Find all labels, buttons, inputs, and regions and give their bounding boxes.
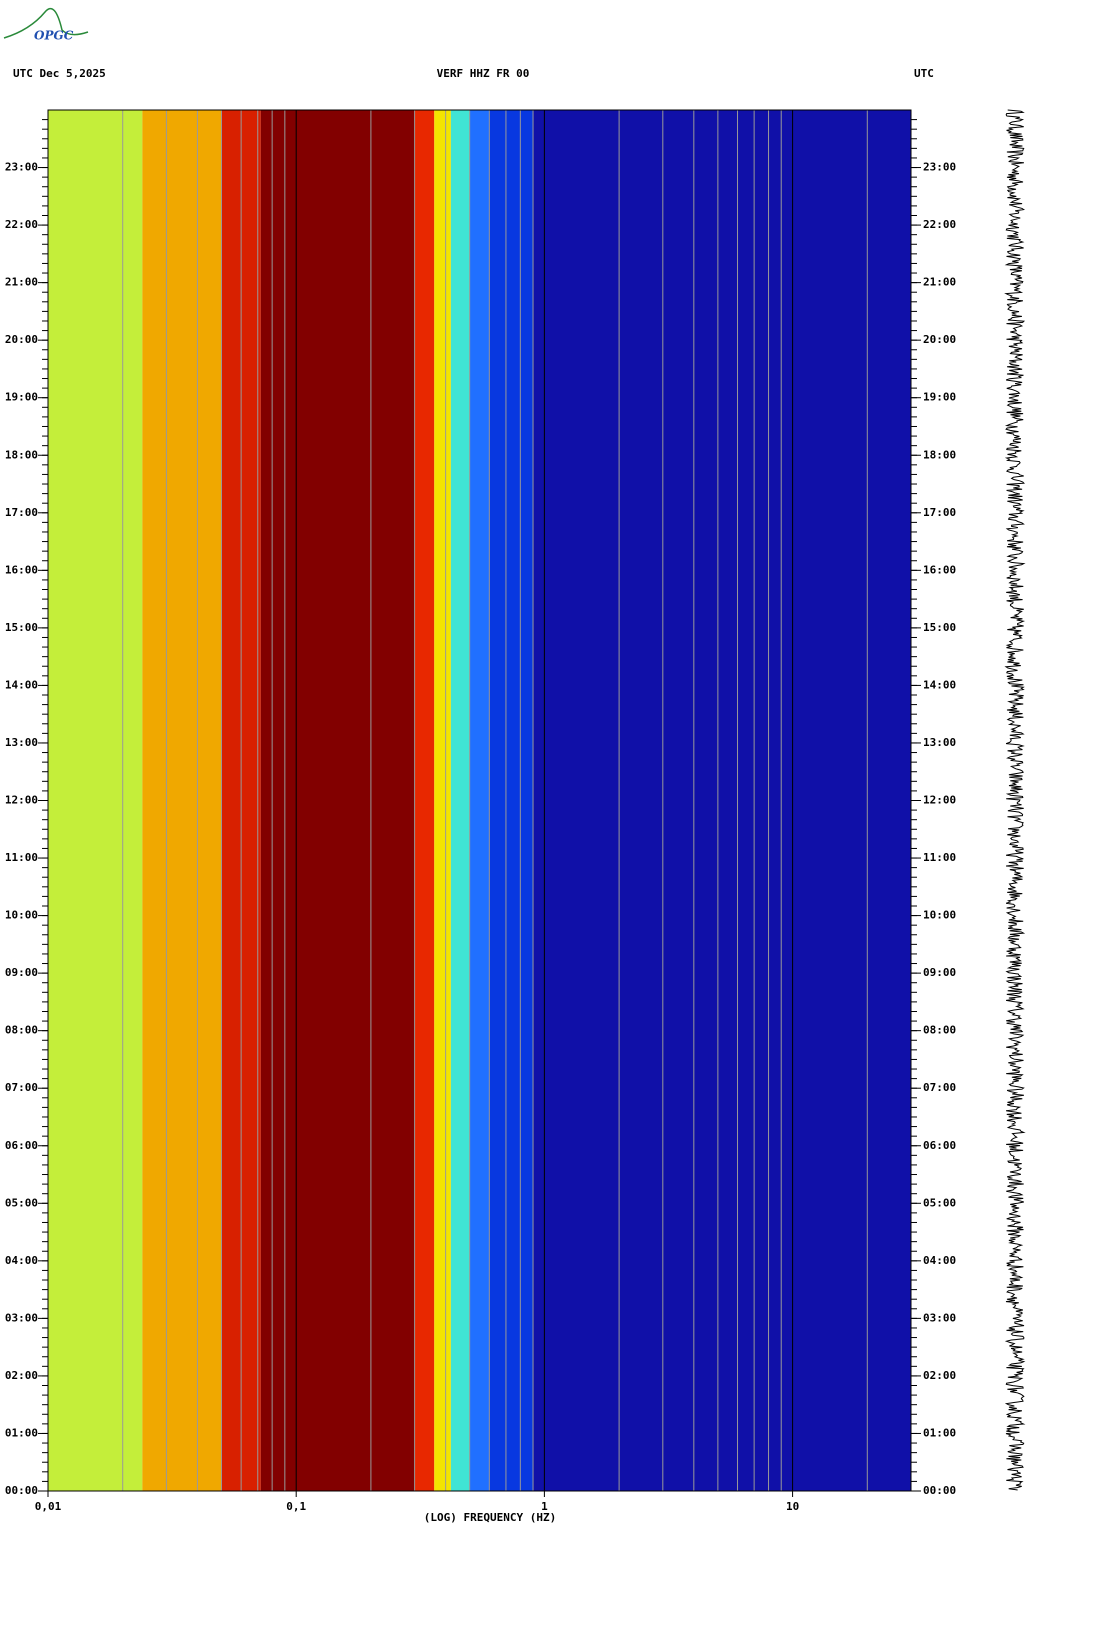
y-tick-label: 02:00: [923, 1369, 956, 1382]
y-tick-label: 02:00: [5, 1369, 38, 1382]
y-tick-label: 20:00: [923, 333, 956, 346]
y-tick-label: 09:00: [5, 966, 38, 979]
y-tick-label: 06:00: [923, 1139, 956, 1152]
y-tick-label: 18:00: [923, 448, 956, 461]
chart-title: VERF HHZ FR 00: [437, 67, 530, 80]
x-tick-label: 0,01: [35, 1500, 62, 1513]
y-tick-label: 12:00: [5, 794, 38, 807]
y-tick-label: 23:00: [5, 161, 38, 174]
y-tick-label: 21:00: [923, 276, 956, 289]
y-tick-label: 00:00: [5, 1484, 38, 1497]
y-tick-label: 01:00: [5, 1426, 38, 1439]
y-tick-label: 19:00: [5, 391, 38, 404]
y-tick-label: 17:00: [5, 506, 38, 519]
band: [142, 110, 222, 1491]
y-tick-label: 05:00: [5, 1196, 38, 1209]
band: [450, 110, 470, 1491]
y-tick-label: 06:00: [5, 1139, 38, 1152]
band: [469, 110, 490, 1491]
band: [434, 110, 451, 1491]
y-tick-label: 11:00: [923, 851, 956, 864]
y-tick-label: 16:00: [923, 563, 956, 576]
y-tick-label: 14:00: [5, 678, 38, 691]
band: [414, 110, 435, 1491]
x-tick-label: 1: [541, 1500, 548, 1513]
y-tick-label: 05:00: [923, 1196, 956, 1209]
y-tick-label: 04:00: [5, 1254, 38, 1267]
y-tick-label: 00:00: [923, 1484, 956, 1497]
band: [48, 110, 143, 1491]
band: [489, 110, 534, 1491]
y-tick-label: 08:00: [923, 1024, 956, 1037]
y-tick-label: 03:00: [5, 1311, 38, 1324]
band: [260, 110, 415, 1491]
y-tick-label: 15:00: [923, 621, 956, 634]
y-tick-label: 10:00: [5, 909, 38, 922]
x-axis-label: (LOG) FREQUENCY (HZ): [424, 1511, 556, 1524]
y-tick-label: 10:00: [923, 909, 956, 922]
y-tick-label: 15:00: [5, 621, 38, 634]
y-tick-label: 22:00: [923, 218, 956, 231]
right-label: UTC: [914, 67, 934, 80]
y-tick-label: 01:00: [923, 1426, 956, 1439]
y-tick-label: 13:00: [5, 736, 38, 749]
y-tick-label: 13:00: [923, 736, 956, 749]
y-tick-label: 03:00: [923, 1311, 956, 1324]
y-tick-label: 22:00: [5, 218, 38, 231]
y-tick-label: 12:00: [923, 794, 956, 807]
y-tick-label: 20:00: [5, 333, 38, 346]
logo: OPGC: [34, 29, 74, 43]
y-tick-label: 07:00: [923, 1081, 956, 1094]
y-tick-label: 23:00: [923, 161, 956, 174]
y-tick-label: 17:00: [923, 506, 956, 519]
left-label: UTC Dec 5,2025: [13, 67, 106, 80]
y-tick-label: 07:00: [5, 1081, 38, 1094]
y-tick-label: 11:00: [5, 851, 38, 864]
logo-mark: [3, 7, 89, 39]
y-tick-label: 04:00: [923, 1254, 956, 1267]
y-tick-label: 08:00: [5, 1024, 38, 1037]
y-tick-label: 14:00: [923, 678, 956, 691]
x-tick-label: 0,1: [286, 1500, 306, 1513]
x-tick-label: 10: [786, 1500, 799, 1513]
y-tick-label: 19:00: [923, 391, 956, 404]
band: [533, 110, 911, 1491]
y-tick-label: 09:00: [923, 966, 956, 979]
y-tick-label: 21:00: [5, 276, 38, 289]
y-tick-label: 18:00: [5, 448, 38, 461]
y-tick-label: 16:00: [5, 563, 38, 576]
seismic-trace: [1004, 109, 1026, 1491]
